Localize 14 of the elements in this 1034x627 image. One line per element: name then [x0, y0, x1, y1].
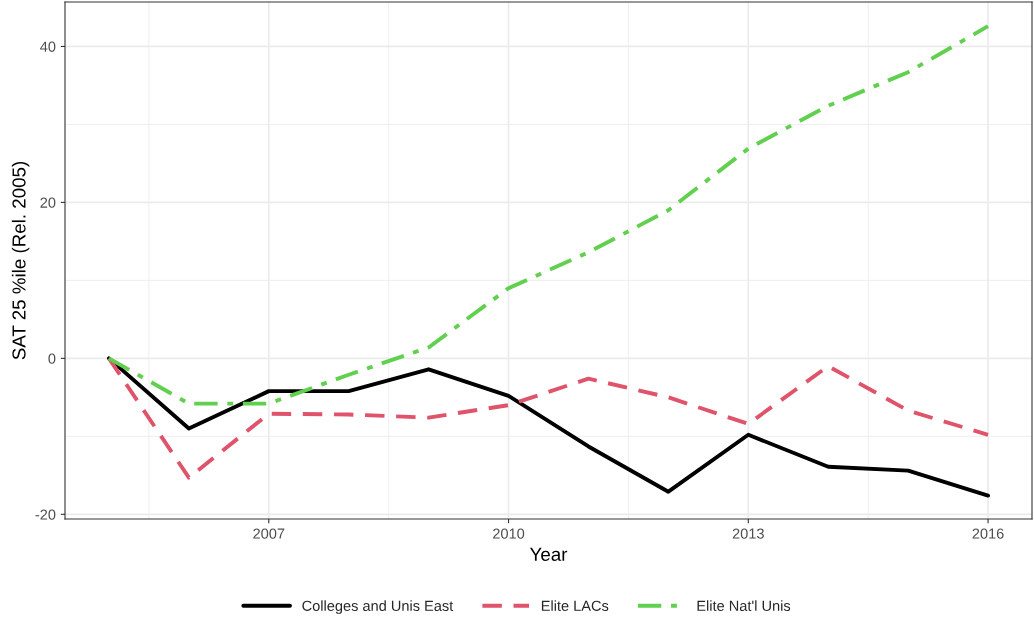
- x-tick-label: 2013: [732, 528, 764, 539]
- line-series: [107, 24, 990, 406]
- y-tick-label: 40: [40, 41, 56, 52]
- y-tick-label: -20: [35, 509, 56, 520]
- x-tick-label: 2016: [972, 528, 1004, 539]
- y-axis-title: SAT 25 %ile (Rel. 2005): [11, 161, 30, 360]
- legend-label: Elite Nat'l Unis: [697, 600, 791, 611]
- x-tick-label: 2010: [493, 528, 525, 539]
- x-axis-title: Year: [529, 547, 568, 561]
- legend-label: Colleges and Unis East: [302, 600, 454, 614]
- legend-label: Elite LACs: [541, 600, 609, 611]
- y-tick-label: 20: [40, 197, 56, 208]
- y-tick-label: 0: [48, 353, 56, 364]
- x-tick-label: 2007: [253, 528, 285, 539]
